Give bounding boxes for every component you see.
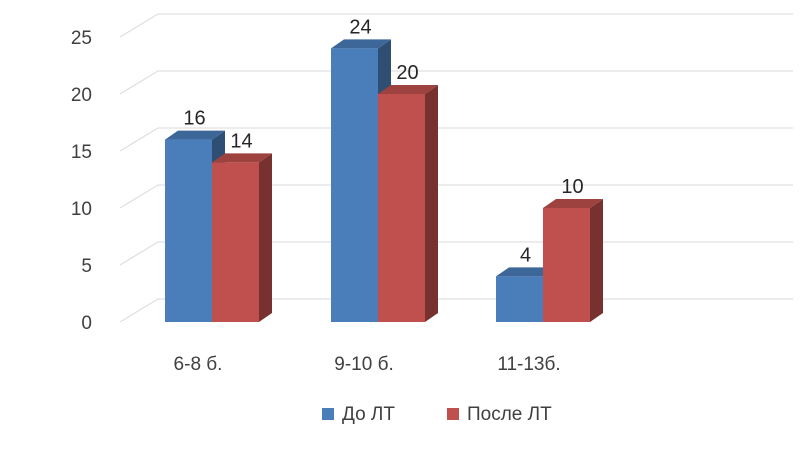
legend-swatch <box>447 408 459 420</box>
bar-top <box>378 85 438 94</box>
y-tick-label: 5 <box>81 256 92 277</box>
bar-top <box>331 39 391 49</box>
y-tick-label: 20 <box>71 85 92 106</box>
data-label: 14 <box>230 130 252 152</box>
y-tick-label: 0 <box>81 313 92 334</box>
gridline <box>119 70 793 95</box>
legend-item: До ЛТ <box>322 404 395 425</box>
y-tick-label: 10 <box>71 199 92 220</box>
bar-side <box>590 199 603 322</box>
bar-front <box>212 162 259 322</box>
bar-front <box>543 208 590 322</box>
x-tick-label: 6-8 б. <box>174 354 223 375</box>
bar-top <box>165 130 225 140</box>
x-axis: 6-8 б. 9-10 б. 11-13б. <box>174 354 561 375</box>
bar-front <box>496 276 543 322</box>
data-label: 24 <box>349 16 371 38</box>
legend-item: После ЛТ <box>447 404 552 425</box>
legend-label: До ЛТ <box>342 404 395 425</box>
gridline <box>119 127 793 152</box>
y-tick-label: 15 <box>71 142 92 163</box>
data-label: 10 <box>561 176 583 198</box>
bar <box>543 199 603 322</box>
data-label: 4 <box>520 244 531 266</box>
data-label: 16 <box>183 108 205 130</box>
bar-top <box>212 153 272 163</box>
legend-label: После ЛТ <box>467 404 552 425</box>
gridline <box>119 184 793 209</box>
y-tick-label: 25 <box>71 28 92 49</box>
legend: До ЛТ После ЛТ <box>322 404 552 425</box>
x-tick-label: 9-10 б. <box>334 354 393 375</box>
gridline <box>119 13 793 38</box>
bar-front <box>378 94 425 322</box>
data-labels: 16 14 24 20 4 10 <box>183 16 583 266</box>
bar-front <box>331 48 378 323</box>
x-tick-label: 11-13б. <box>497 354 560 375</box>
bar-side <box>259 153 272 322</box>
legend-swatch <box>322 408 334 420</box>
y-axis: 0 5 10 15 20 25 <box>71 28 92 334</box>
bar <box>378 85 438 322</box>
data-label: 20 <box>396 62 418 84</box>
bar-front <box>165 139 212 322</box>
bars <box>165 39 603 323</box>
bar <box>212 153 272 322</box>
bar-top <box>496 267 556 277</box>
bar-side <box>425 85 438 322</box>
bar-top <box>543 199 603 208</box>
